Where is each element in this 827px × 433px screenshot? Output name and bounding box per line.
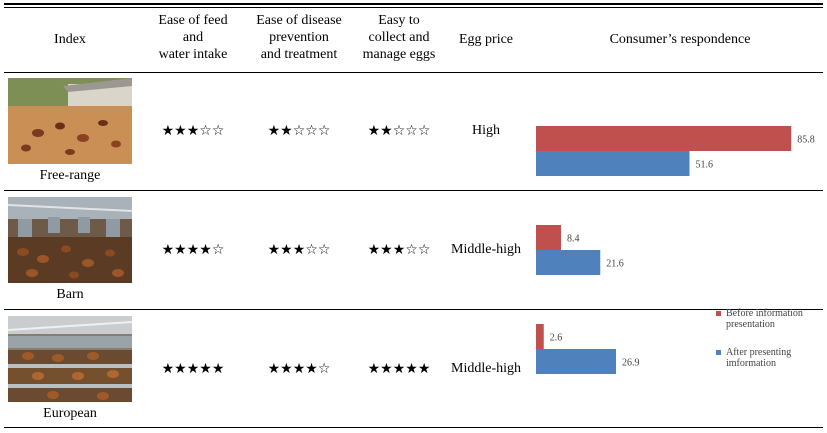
rating-disease: ★★★★☆ [267, 361, 331, 377]
bar-value-label: 21.6 [606, 259, 624, 270]
header-price: Egg price [458, 32, 514, 47]
row-name: Free-range [39, 168, 101, 183]
header-feed: Ease of feed and water intake [158, 13, 228, 62]
header-eggs: Easy to collect and manage eggs [362, 13, 436, 62]
rating-feed: ★★★★★ [161, 361, 225, 377]
row-rule-1 [4, 190, 823, 191]
rating-disease: ★★★☆☆ [267, 242, 331, 258]
rating-feed: ★★★☆☆ [161, 123, 225, 139]
bar-before-barn [536, 225, 561, 250]
row-name: European [43, 406, 97, 421]
row-rule-2 [4, 309, 823, 310]
rating-eggs: ★★★★★ [367, 361, 431, 377]
european-photo [8, 316, 132, 402]
rating-disease: ★★☆☆☆ [267, 123, 331, 139]
bar-value-label: 85.8 [797, 135, 815, 146]
egg-price: High [472, 123, 500, 138]
consumer-respondence-chart: 85.8 51.6 8.4 21.6 2.6 26.9 [536, 126, 815, 374]
rating-eggs: ★★☆☆☆ [367, 123, 431, 139]
header-index: Index [54, 32, 86, 47]
bar-value-label: 51.6 [696, 160, 714, 171]
legend-after-label: After presenting imformation [726, 347, 792, 369]
header-consumer: Consumer’s respondence [609, 32, 751, 47]
egg-price: Middle-high [451, 361, 521, 376]
rating-eggs: ★★★☆☆ [367, 242, 431, 258]
bar-value-label: 8.4 [567, 234, 580, 245]
barn-photo [8, 197, 132, 283]
header-rule [4, 72, 823, 73]
legend-before-swatch [716, 311, 721, 316]
bar-before-european [536, 324, 544, 349]
row-name: Barn [56, 287, 84, 302]
egg-price: Middle-high [451, 242, 521, 257]
legend-after-swatch [716, 350, 721, 355]
bar-after-free-range [536, 151, 690, 176]
bottom-rule [4, 427, 823, 428]
bar-after-barn [536, 250, 601, 275]
bar-value-label: 26.9 [622, 358, 640, 369]
top-rule-inner [4, 7, 823, 8]
bar-value-label: 2.6 [550, 333, 563, 344]
legend-before-label: Before information presentation [726, 308, 803, 330]
rating-feed: ★★★★☆ [161, 242, 225, 258]
bar-after-european [536, 349, 617, 374]
top-rule [4, 3, 823, 5]
bar-before-free-range [536, 126, 792, 151]
free-range-photo [8, 78, 132, 164]
header-disease: Ease of disease prevention and treatment [256, 13, 342, 62]
